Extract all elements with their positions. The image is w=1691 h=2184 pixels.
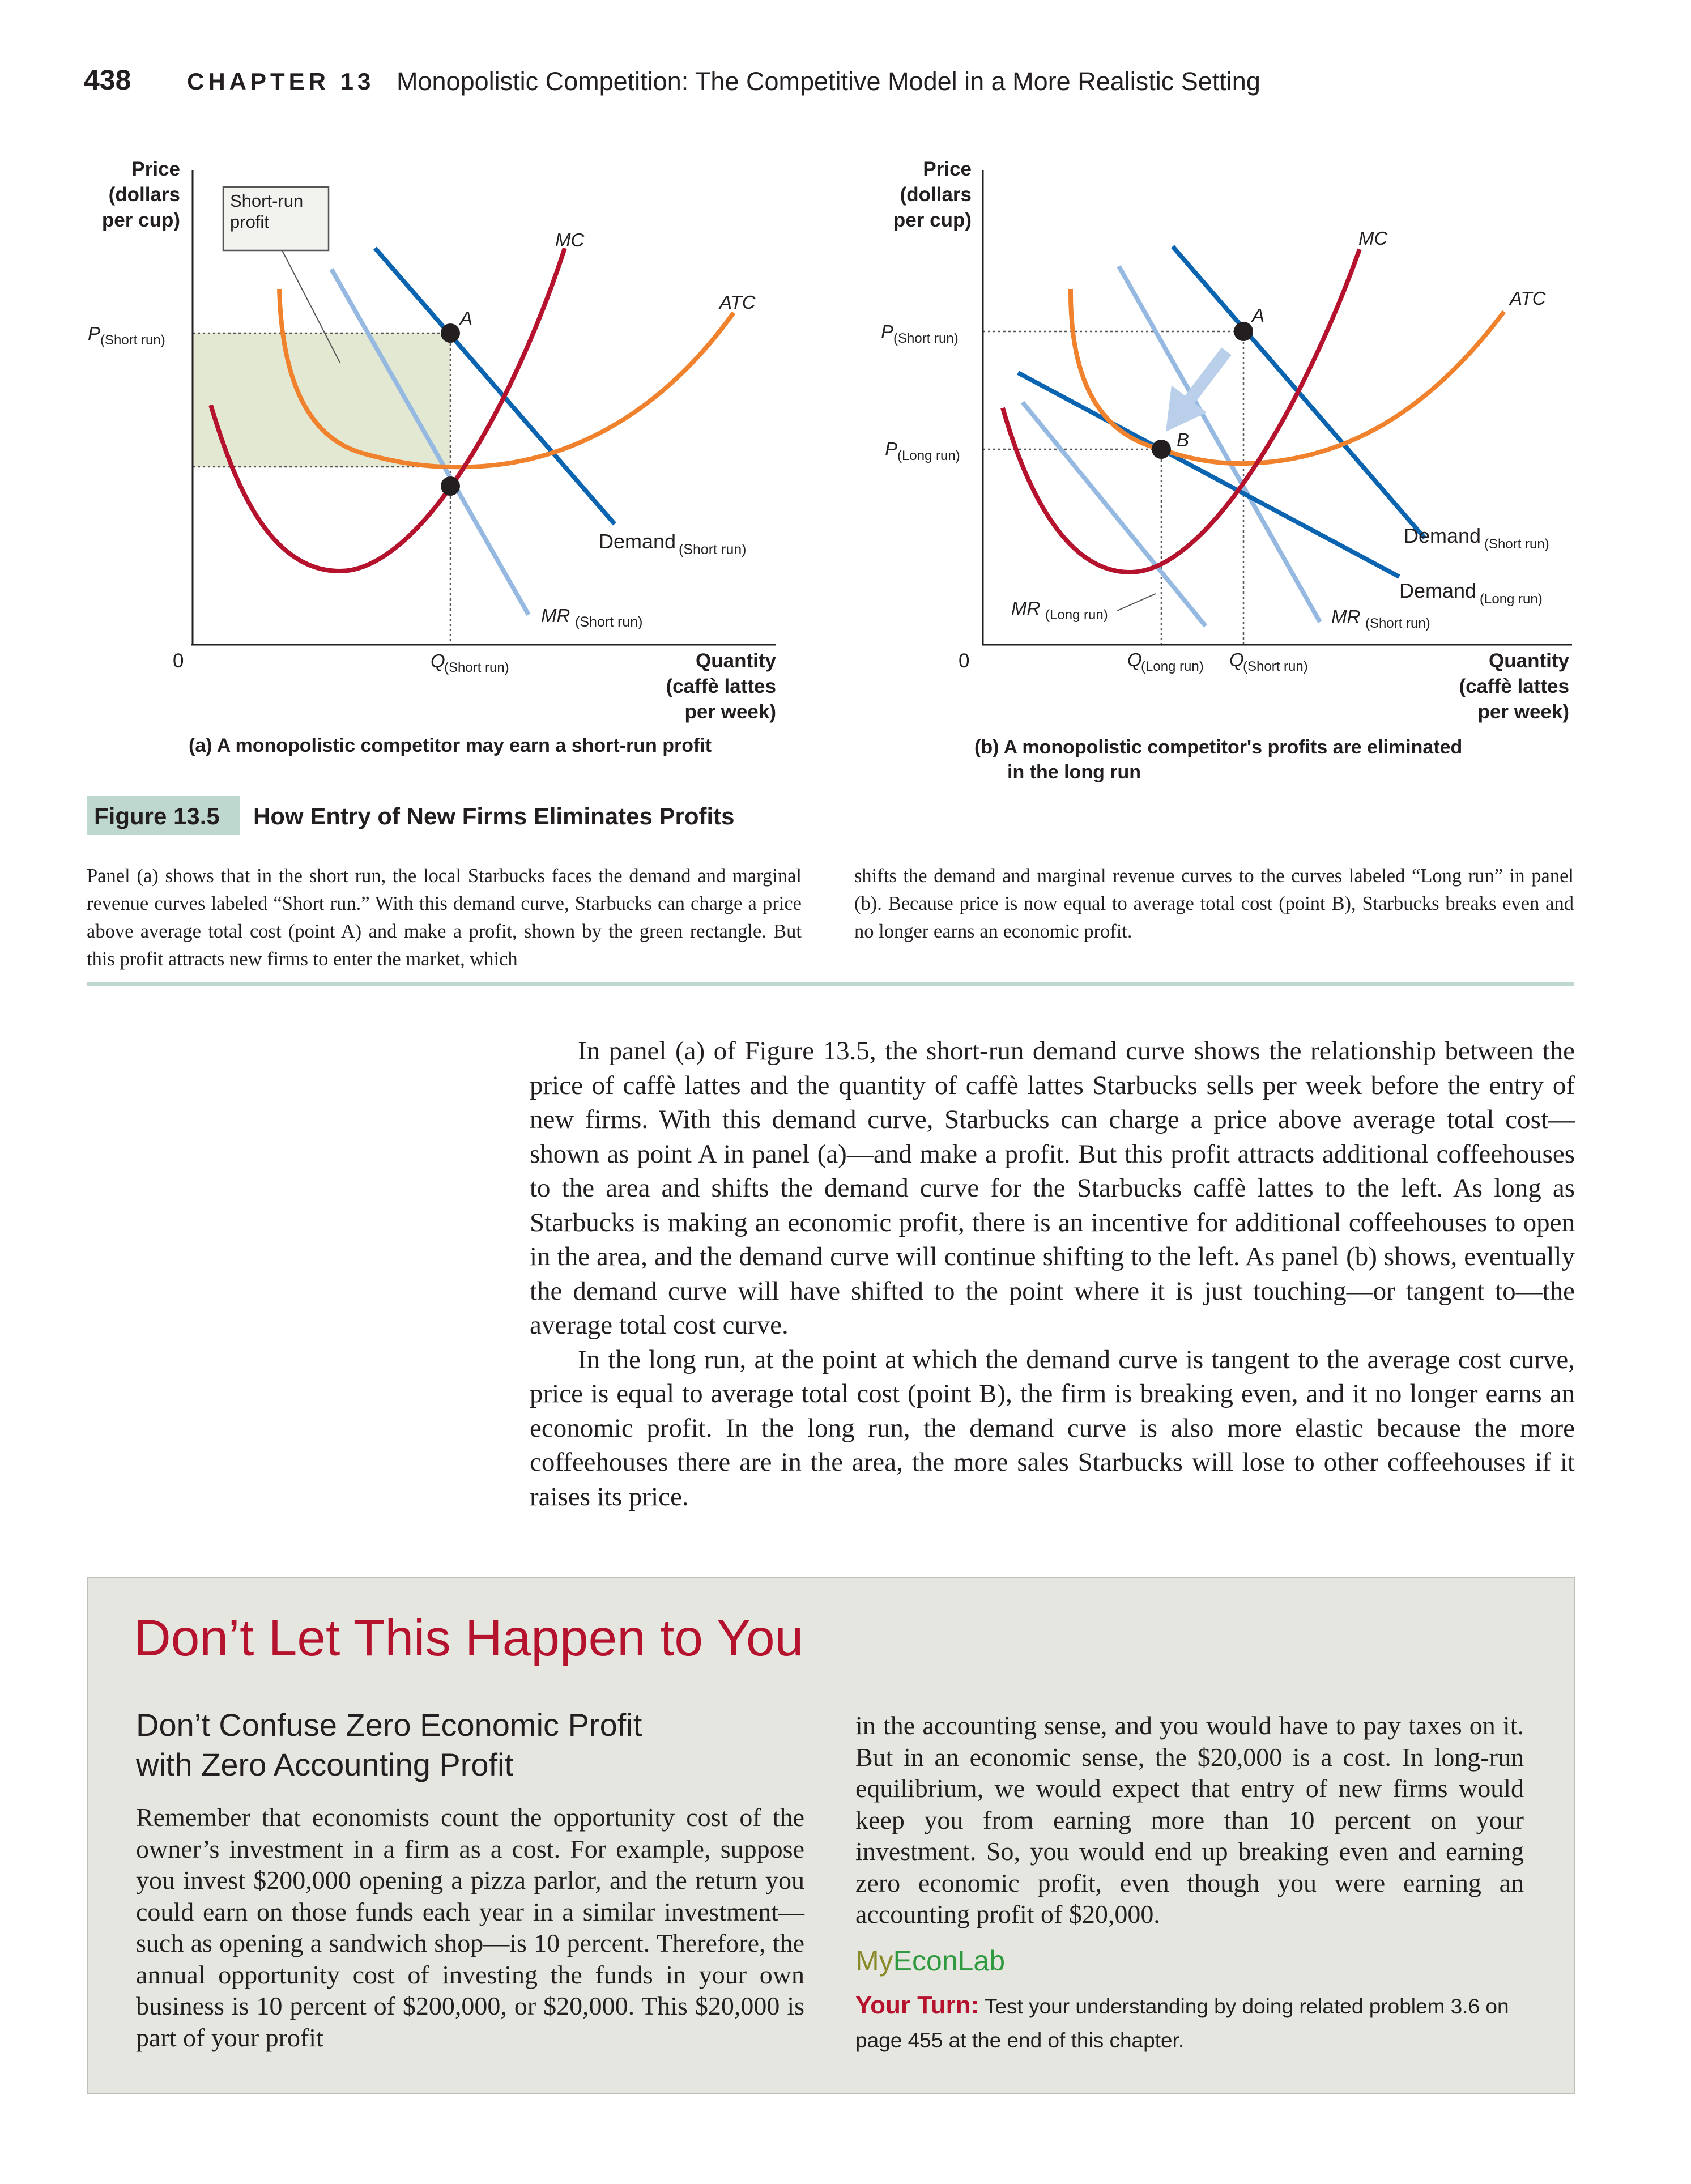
figure-number: Figure 13.5 xyxy=(94,803,220,829)
panel-a: Short-run profit Price (dollars per cup)… xyxy=(88,158,777,723)
figure-number-badge xyxy=(87,796,240,835)
logo-my: My xyxy=(855,1945,893,1977)
box-subheading: Don’t Confuse Zero Economic Profit with … xyxy=(136,1705,642,1785)
atc-label: ATC xyxy=(718,292,756,313)
mr-short-run-sub: (Short run) xyxy=(1365,616,1430,631)
demand-long-run-label: Demand xyxy=(1399,579,1476,602)
your-turn: Your Turn: Test your understanding by do… xyxy=(855,1989,1547,2058)
atc-curve xyxy=(277,288,736,470)
figure-caption-right: shifts the demand and marginal revenue c… xyxy=(854,865,1574,942)
x-axis-label-3: per week) xyxy=(1478,701,1569,723)
mr-short-run-label: MR xyxy=(1331,606,1360,627)
point-a-label: A xyxy=(459,308,472,329)
myeconlab-logo: MyEconLab xyxy=(855,1944,1005,1977)
q-short-run-sub: (Short run) xyxy=(444,660,509,675)
mr-long-run-pointer xyxy=(1117,593,1156,611)
figure-13-5-graphs: Short-run profit Price (dollars per cup)… xyxy=(88,158,1572,723)
profit-callout-pointer xyxy=(282,250,340,363)
demand-short-run-label: Demand xyxy=(1404,524,1481,547)
demand-label: Demand xyxy=(599,530,676,553)
panel-a-caption: (a) A monopolistic competitor may earn a… xyxy=(189,735,712,756)
mr-label: MR xyxy=(541,605,570,626)
profit-callout-box xyxy=(222,186,330,252)
profit-rectangle xyxy=(193,333,450,467)
p-short-run-sub: (Short run) xyxy=(100,333,165,348)
page-number: 438 xyxy=(84,64,131,96)
mr-long-run-label: MR xyxy=(1011,598,1040,619)
mc-curve xyxy=(1000,248,1362,575)
mr-short-run-curve xyxy=(1117,265,1322,623)
p-short-run-label: P xyxy=(88,323,100,344)
your-turn-text: Test your understanding by doing related… xyxy=(855,1995,1509,2052)
body-paragraph-1: In panel (a) of Figure 13.5, the short-r… xyxy=(530,1036,1575,1340)
q-short-run-label: Q xyxy=(431,650,445,671)
shift-arrow xyxy=(1166,347,1232,432)
mr-sub: (Short run) xyxy=(575,614,642,630)
point-b-marker xyxy=(1152,440,1171,459)
logo-econlab: EconLab xyxy=(893,1945,1006,1977)
box-subheading-line2: with Zero Accounting Profit xyxy=(136,1747,514,1782)
chapter-label: CHAPTER 13 xyxy=(187,68,375,95)
x-axis-label-2: (caffè lattes xyxy=(1459,675,1569,697)
origin-label: 0 xyxy=(959,650,969,672)
x-axis-label-1: Quantity xyxy=(1489,650,1569,672)
y-axis-label-2: (dollars xyxy=(109,184,180,206)
q-short-run-label: Q xyxy=(1229,649,1244,670)
p-long-run-label: P xyxy=(885,438,897,459)
box-right-text: in the accounting sense, and you would h… xyxy=(855,1710,1524,1930)
box-heading: Don’t Let This Happen to You xyxy=(134,1610,804,1667)
demand-long-run-sub: (Long run) xyxy=(1480,591,1543,607)
figure-caption-left: Panel (a) shows that in the short run, t… xyxy=(87,865,802,970)
point-b-label: B xyxy=(1177,429,1189,450)
mr-long-run-sub: (Long run) xyxy=(1045,607,1108,623)
mr-mc-intersection-marker xyxy=(441,476,460,496)
your-turn-label: Your Turn: xyxy=(855,1991,979,2019)
origin-label: 0 xyxy=(173,650,184,672)
panel-b-caption-line1: (b) A monopolistic competitor's profits … xyxy=(974,736,1463,758)
demand-short-run-sub: (Short run) xyxy=(1484,537,1549,552)
y-axis-label-2: (dollars xyxy=(900,184,972,206)
x-axis-label-1: Quantity xyxy=(696,650,776,672)
atc-curve xyxy=(1068,288,1506,466)
p-short-run-sub: (Short run) xyxy=(893,331,959,346)
profit-callout-line2: profit xyxy=(230,212,269,232)
mc-label: MC xyxy=(555,229,585,250)
mr-long-run-curve xyxy=(1020,401,1208,628)
point-a-label: A xyxy=(1251,305,1264,326)
body-paragraph-2: In the long run, at the point at which t… xyxy=(530,1344,1575,1512)
x-axis-label-2: (caffè lattes xyxy=(666,675,776,697)
p-long-run-sub: (Long run) xyxy=(897,448,960,463)
panel-b-caption: (b) A monopolistic competitor's profits … xyxy=(974,735,1462,785)
box-subheading-line1: Don’t Confuse Zero Economic Profit xyxy=(136,1707,642,1743)
body-text: In panel (a) of Figure 13.5, the short-r… xyxy=(530,1034,1575,1514)
q-long-run-label: Q xyxy=(1127,649,1142,670)
box-right-paragraph: in the accounting sense, and you would h… xyxy=(855,1711,1524,1928)
q-long-run-sub: (Long run) xyxy=(1141,659,1204,674)
panel-b-caption-line2: in the long run xyxy=(1007,761,1141,783)
caption-divider xyxy=(87,982,1574,986)
mc-curve xyxy=(208,247,567,574)
chapter-title: Monopolistic Competition: The Competitiv… xyxy=(397,67,1260,96)
y-axis-label-3: per cup) xyxy=(102,209,180,231)
mc-label: MC xyxy=(1358,228,1388,249)
point-a-marker xyxy=(441,323,460,343)
figure-title: How Entry of New Firms Eliminates Profit… xyxy=(253,803,735,829)
demand-curve xyxy=(373,246,617,526)
y-axis-label-1: Price xyxy=(131,158,180,180)
box-left-text: Remember that economists count the oppor… xyxy=(136,1802,804,2053)
mr-curve xyxy=(329,268,531,616)
p-short-run-label: P xyxy=(881,321,893,342)
profit-callout-line1: Short-run xyxy=(230,191,303,211)
panel-b: Price (dollars per cup) P (Short run) P … xyxy=(881,158,1572,723)
point-a-marker xyxy=(1234,322,1253,341)
demand-sub: (Short run) xyxy=(679,542,746,557)
y-axis-label-3: per cup) xyxy=(893,209,972,231)
y-axis-label-1: Price xyxy=(923,158,972,180)
dont-let-this-happen-box xyxy=(87,1577,1575,2094)
demand-long-run-curve xyxy=(1017,371,1400,579)
x-axis-label-3: per week) xyxy=(685,701,776,723)
q-short-run-sub: (Short run) xyxy=(1243,659,1308,674)
box-left-paragraph: Remember that economists count the oppor… xyxy=(136,1803,804,2052)
atc-label: ATC xyxy=(1509,288,1547,309)
